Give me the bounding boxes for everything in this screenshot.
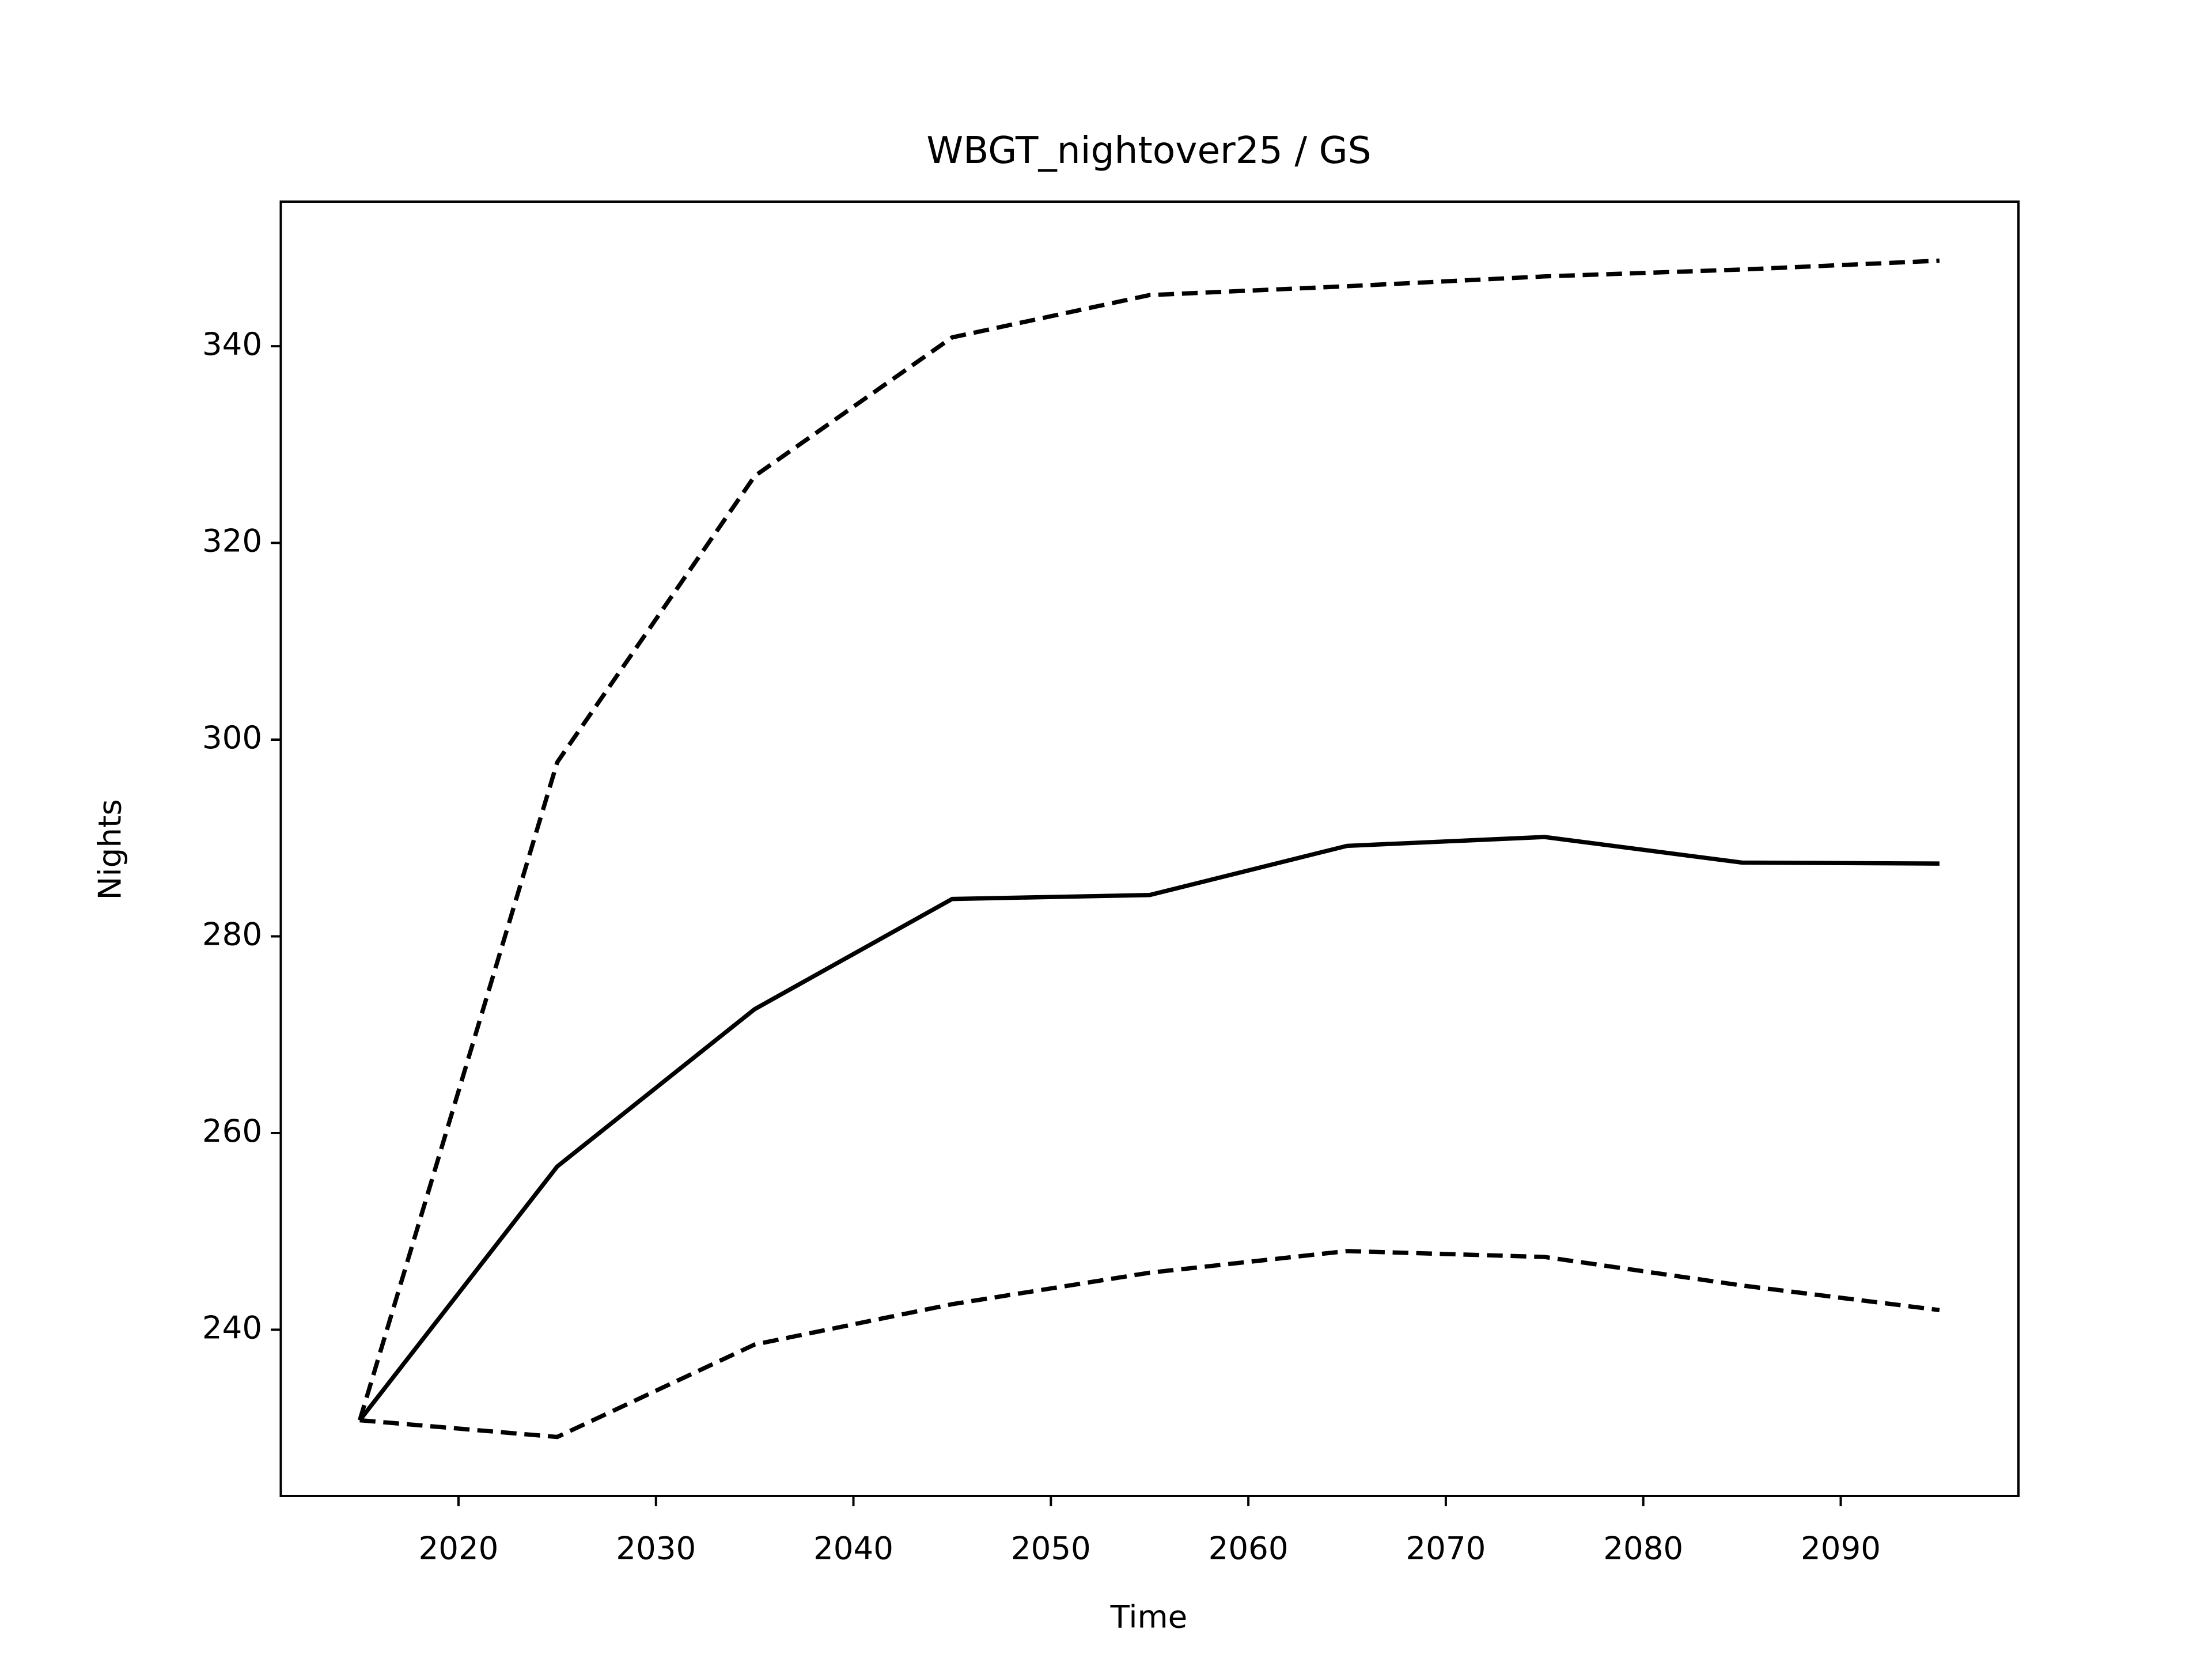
x-tick-label: 2040 xyxy=(813,1529,893,1566)
x-tick-label: 2020 xyxy=(418,1529,498,1566)
x-tick-label: 2090 xyxy=(1801,1529,1881,1566)
x-axis-label: Time xyxy=(1110,1599,1188,1635)
y-tick-label: 240 xyxy=(202,1309,262,1346)
line-series xyxy=(359,1249,1940,1440)
x-tick-label: 2030 xyxy=(616,1529,696,1566)
x-tick-label: 2060 xyxy=(1209,1529,1289,1566)
y-tick-label: 280 xyxy=(202,916,262,953)
y-tick-label: 340 xyxy=(202,325,262,362)
y-axis-label: Nights xyxy=(92,799,128,900)
x-tick-label: 2050 xyxy=(1011,1529,1091,1566)
chart-title: WBGT_nightover25 / GS xyxy=(926,129,1371,172)
x-tick-label: 2080 xyxy=(1603,1529,1683,1566)
x-tick-label: 2070 xyxy=(1406,1529,1486,1566)
y-tick-label: 320 xyxy=(202,522,262,559)
line-series xyxy=(358,835,1940,1422)
plot-frame xyxy=(279,200,2020,1497)
line-series xyxy=(357,258,1940,1421)
y-tick-label: 260 xyxy=(202,1112,262,1149)
y-tick-label: 300 xyxy=(202,719,262,756)
